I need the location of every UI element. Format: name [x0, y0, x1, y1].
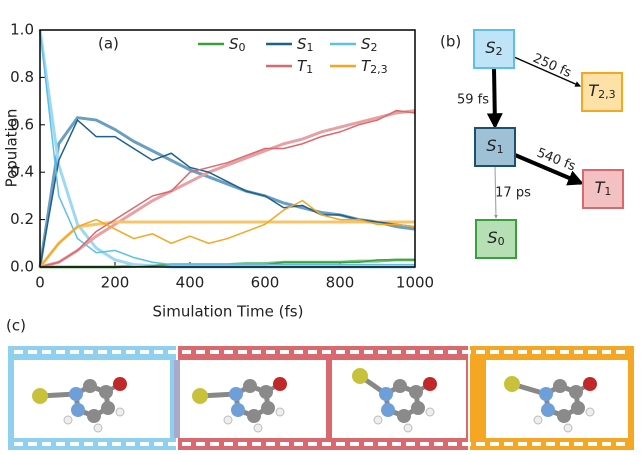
atom	[64, 416, 72, 424]
figure: (a) Simulation Time (fs) Population (b) …	[0, 0, 642, 455]
atom	[32, 388, 48, 404]
atom	[541, 403, 555, 417]
atom	[243, 379, 257, 393]
panel-label: (c)	[6, 317, 26, 335]
atom	[374, 416, 382, 424]
legend-label: S0	[229, 35, 246, 55]
series-line	[40, 30, 415, 265]
atom	[564, 424, 572, 432]
atom	[423, 377, 437, 391]
y-tick-label: 0.6	[10, 115, 34, 133]
divider	[174, 360, 180, 438]
y-tick-label: 0.4	[10, 163, 34, 181]
molecule-strip	[8, 346, 634, 450]
fit-line	[40, 111, 415, 267]
atom	[259, 385, 273, 399]
panel-label: (a)	[98, 35, 119, 53]
atom	[352, 368, 368, 384]
atom	[99, 385, 113, 399]
frame	[332, 360, 466, 438]
x-tick-label: 200	[101, 274, 130, 292]
fit-line	[40, 118, 415, 267]
atom	[71, 403, 85, 417]
arrow	[494, 68, 495, 126]
atom	[261, 401, 275, 415]
atom	[94, 424, 102, 432]
atom	[192, 388, 208, 404]
atom	[504, 376, 520, 392]
atom	[393, 379, 407, 393]
series-line	[40, 120, 415, 267]
edge-label: 17 ps	[495, 186, 531, 201]
series-line	[40, 201, 415, 267]
atom	[586, 408, 594, 416]
x-tick-label: 800	[326, 274, 355, 292]
atom	[557, 409, 571, 423]
atom	[404, 424, 412, 432]
atom	[409, 385, 423, 399]
atom	[229, 387, 243, 401]
legend-label: S2	[361, 35, 378, 55]
atom	[254, 424, 262, 432]
edge-label: 250 fs	[531, 51, 574, 81]
x-axis-label: Simulation Time (fs)	[153, 303, 304, 321]
atom	[276, 408, 284, 416]
atom	[379, 387, 393, 401]
panel-label: (b)	[440, 33, 461, 51]
atom	[116, 408, 124, 416]
atom	[247, 409, 261, 423]
atom	[273, 377, 287, 391]
series-line	[40, 111, 415, 267]
atom	[571, 401, 585, 415]
y-tick-label: 0.0	[10, 258, 34, 276]
atom	[83, 379, 97, 393]
atom	[397, 409, 411, 423]
atom	[231, 403, 245, 417]
atom	[69, 387, 83, 401]
x-tick-label: 400	[176, 274, 205, 292]
atom	[411, 401, 425, 415]
legend-label: S1	[297, 35, 314, 55]
atom	[224, 416, 232, 424]
atom	[381, 403, 395, 417]
legend-label: T1	[297, 57, 313, 77]
legend-label: T2,3	[361, 57, 388, 77]
atom	[539, 387, 553, 401]
atom	[113, 377, 127, 391]
x-tick-label: 600	[251, 274, 280, 292]
x-tick-label: 0	[35, 274, 45, 292]
edge-label: 540 fs	[535, 145, 578, 174]
atom	[101, 401, 115, 415]
y-tick-label: 0.2	[10, 210, 34, 228]
atom	[534, 416, 542, 424]
frame	[486, 360, 628, 438]
edge-label: 59 fs	[457, 93, 489, 108]
atom	[583, 377, 597, 391]
x-tick-label: 1000	[396, 274, 434, 292]
atom	[553, 379, 567, 393]
atom	[569, 385, 583, 399]
atom	[426, 408, 434, 416]
y-tick-label: 0.8	[10, 68, 34, 86]
y-tick-label: 1.0	[10, 21, 34, 39]
atom	[87, 409, 101, 423]
